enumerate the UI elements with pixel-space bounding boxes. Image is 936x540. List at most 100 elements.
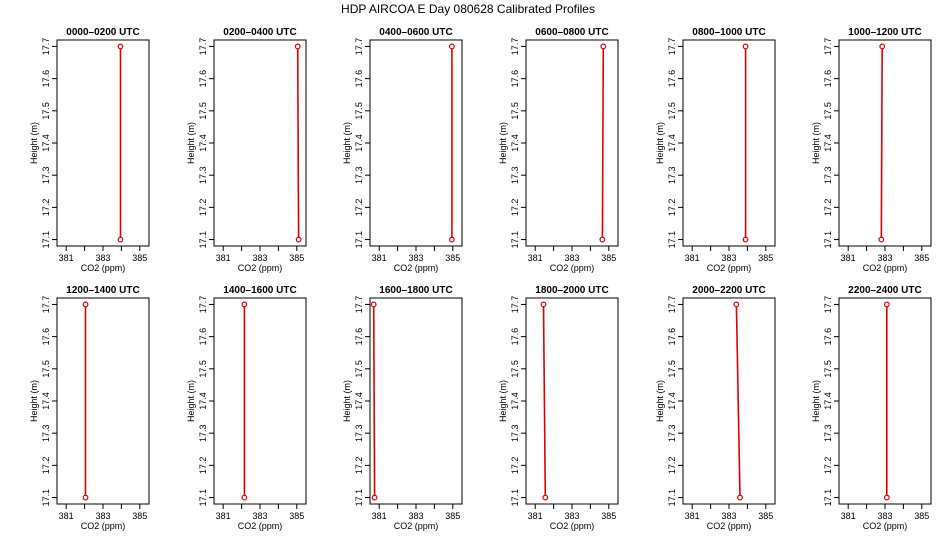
y-tick-label: 17.4 xyxy=(354,392,364,410)
plot-frame xyxy=(369,297,463,505)
x-axis-label: CO2 (ppm) xyxy=(238,263,283,273)
panel-title: 1400–1600 UTC xyxy=(223,285,296,296)
panel: 1000–1200 UTC 381 383 385 17.1 17.2 17.3 17.4 17… xyxy=(811,27,932,273)
y-tick-label: 17.1 xyxy=(667,489,677,507)
plot-frame xyxy=(838,297,932,505)
y-tick-label: 17.2 xyxy=(667,199,677,217)
figure-title: HDP AIRCOA E Day 080628 Calibrated Profi… xyxy=(341,2,595,16)
y-tick-label: 17.3 xyxy=(667,166,677,184)
x-tick-label: 383 xyxy=(877,253,892,263)
y-tick-label: 17.2 xyxy=(41,199,51,217)
profile-point xyxy=(241,494,248,501)
x-tick-label: 383 xyxy=(95,511,110,521)
profile-point xyxy=(82,494,89,501)
profile-point xyxy=(241,301,248,308)
x-tick-label: 381 xyxy=(59,253,74,263)
plot-frame xyxy=(56,297,150,505)
y-axis-label: Height (m) xyxy=(498,122,508,164)
y-tick-label: 17.6 xyxy=(667,328,677,346)
profile-line xyxy=(372,304,376,498)
x-tick-label: 383 xyxy=(721,253,736,263)
panel-title: 0600–0800 UTC xyxy=(535,27,608,38)
y-tick-label: 17.7 xyxy=(667,296,677,314)
panel: 0600–0800 UTC 381 383 385 17.1 17.2 17.3 17.4 17… xyxy=(498,27,619,273)
y-tick-label: 17.7 xyxy=(354,296,364,314)
y-tick-label: 17.3 xyxy=(198,424,208,442)
x-axis-label: CO2 (ppm) xyxy=(81,521,126,531)
plot-frame xyxy=(525,39,619,247)
y-tick-label: 17.5 xyxy=(41,360,51,378)
panel: 0400–0600 UTC 381 383 385 17.1 17.2 17.3 17.4 17… xyxy=(342,27,463,273)
x-tick-label: 381 xyxy=(372,253,387,263)
y-tick-label: 17.5 xyxy=(667,360,677,378)
x-tick-label: 381 xyxy=(372,511,387,521)
panel: 1400–1600 UTC 381 383 385 17.1 17.2 17.3 17.4 17… xyxy=(186,285,307,531)
x-tick-label: 385 xyxy=(289,511,304,521)
y-tick-label: 17.4 xyxy=(198,392,208,410)
x-tick-label: 385 xyxy=(601,253,616,263)
plot-frame xyxy=(682,297,776,505)
y-axis-label: Height (m) xyxy=(29,122,39,164)
x-axis-label: CO2 (ppm) xyxy=(394,521,439,531)
x-tick-label: 383 xyxy=(252,511,267,521)
profile-point xyxy=(117,43,124,50)
y-axis-label: Height (m) xyxy=(342,380,352,422)
profile-point xyxy=(448,236,455,243)
profile-point xyxy=(878,236,885,243)
panel-title: 1800–2000 UTC xyxy=(535,285,608,296)
panel-title: 1000–1200 UTC xyxy=(848,27,921,38)
x-tick-label: 381 xyxy=(59,511,74,521)
profile-point xyxy=(737,494,743,501)
y-tick-label: 17.5 xyxy=(198,102,208,120)
panel-title: 2000–2200 UTC xyxy=(692,285,765,296)
x-tick-label: 385 xyxy=(445,511,460,521)
y-axis-label: Height (m) xyxy=(186,380,196,422)
y-tick-label: 17.3 xyxy=(41,166,51,184)
profile-point xyxy=(599,236,606,243)
y-tick-label: 17.3 xyxy=(354,166,364,184)
y-tick-label: 17.3 xyxy=(823,166,833,184)
y-tick-label: 17.7 xyxy=(823,38,833,56)
plot-frame xyxy=(525,297,619,505)
x-tick-label: 385 xyxy=(914,253,929,263)
panel: 0800–1000 UTC 381 383 385 17.1 17.2 17.3 17.4 17… xyxy=(655,27,776,273)
y-tick-label: 17.1 xyxy=(198,231,208,249)
y-tick-label: 17.2 xyxy=(41,457,51,475)
y-tick-label: 17.1 xyxy=(510,231,520,249)
y-tick-label: 17.1 xyxy=(823,489,833,507)
x-axis-label: CO2 (ppm) xyxy=(394,263,439,273)
x-tick-label: 381 xyxy=(841,511,856,521)
x-tick-label: 383 xyxy=(877,511,892,521)
x-tick-label: 383 xyxy=(252,253,267,263)
panel: 0000–0200 UTC 381 383 385 17.1 17.2 17.3 17.4 17… xyxy=(29,27,150,273)
plot-frame xyxy=(682,39,776,247)
plot-frame xyxy=(838,39,932,247)
y-tick-label: 17.2 xyxy=(823,199,833,217)
panel-title: 0400–0600 UTC xyxy=(379,27,452,38)
panel-title: 0000–0200 UTC xyxy=(66,27,139,38)
y-tick-label: 17.4 xyxy=(41,392,51,410)
y-tick-label: 17.2 xyxy=(198,199,208,217)
y-tick-label: 17.2 xyxy=(510,457,520,475)
panel-grid: 0000–0200 UTC 381 383 385 17.1 17.2 17.3 17.4 17… xyxy=(29,27,932,531)
x-axis-label: CO2 (ppm) xyxy=(550,263,595,273)
y-tick-label: 17.7 xyxy=(198,296,208,314)
x-axis-label: CO2 (ppm) xyxy=(81,263,126,273)
x-tick-label: 385 xyxy=(445,253,460,263)
x-tick-label: 385 xyxy=(758,253,773,263)
y-tick-label: 17.7 xyxy=(510,296,520,314)
profile-point xyxy=(883,494,890,501)
y-tick-label: 17.5 xyxy=(823,360,833,378)
y-tick-label: 17.4 xyxy=(667,134,677,152)
y-axis-label: Height (m) xyxy=(811,122,821,164)
profile-point xyxy=(600,43,607,50)
profile-point xyxy=(540,301,547,308)
y-tick-label: 17.5 xyxy=(510,102,520,120)
profile-point xyxy=(742,236,749,243)
y-tick-label: 17.6 xyxy=(354,328,364,346)
y-tick-label: 17.5 xyxy=(823,102,833,120)
x-axis-label: CO2 (ppm) xyxy=(863,521,908,531)
y-tick-label: 17.7 xyxy=(823,296,833,314)
y-tick-label: 17.7 xyxy=(41,38,51,56)
